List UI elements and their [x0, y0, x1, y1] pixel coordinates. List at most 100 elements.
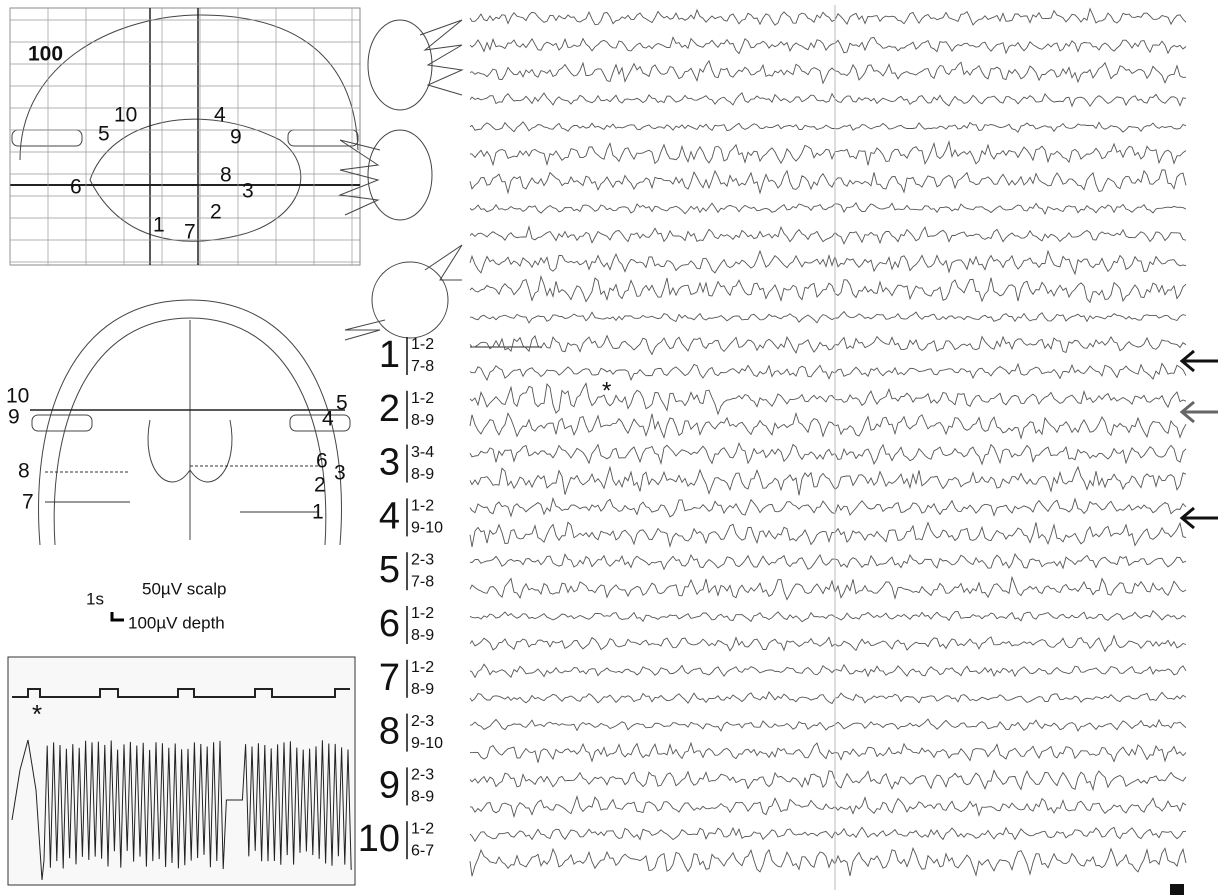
electrode-label: 8	[18, 460, 30, 483]
grid-label: 100	[28, 43, 63, 66]
electrode-label: 4	[322, 408, 334, 431]
eeg-trace	[469, 121, 1187, 133]
electrode-label: 9	[230, 126, 242, 149]
electrode-label: 1	[153, 214, 165, 237]
contact-pair: 8-9	[411, 789, 434, 806]
eeg-trace	[469, 465, 1187, 496]
eeg-trace	[469, 609, 1187, 623]
contact-pair: 1-2	[411, 336, 434, 353]
channel-number: 2	[379, 388, 400, 430]
ventricle	[147, 419, 233, 483]
channel-labels: 1 1-2 7-8 2 1-2 8-9 3 3-4 8-9 4 1-2 9-10 5 2-3 7-8 6 1-2…	[358, 334, 443, 860]
ear-bar	[31, 414, 93, 432]
electrode-label: 10	[6, 385, 29, 408]
contact-pair: 2-3	[411, 713, 434, 730]
electrode-label: 5	[98, 123, 110, 146]
contact-pair: 6-7	[411, 842, 434, 859]
contact-pair: 1-2	[411, 605, 434, 622]
eeg-trace	[469, 362, 1187, 382]
electrode-label: 9	[8, 406, 20, 429]
contact-pair: 9-10	[411, 520, 443, 537]
eeg-trace	[469, 411, 1187, 440]
electrode-label: 8	[220, 164, 232, 187]
coronal-diagram: 109 45 8 7 632 1	[6, 299, 351, 546]
channel-number: 7	[379, 657, 400, 699]
eeg-trace	[469, 36, 1187, 55]
eeg-trace	[469, 7, 1187, 26]
channel-number: 8	[379, 711, 400, 753]
stimulus-marker: *	[602, 377, 611, 404]
eeg-trace	[470, 310, 1187, 324]
eeg-trace	[469, 718, 1187, 732]
skull-outline	[53, 317, 327, 546]
electrode-label: 2	[210, 201, 222, 224]
channel-number: 6	[379, 603, 400, 645]
electrode-label: 2	[314, 474, 326, 497]
eeg-trace	[469, 521, 1187, 548]
eeg-trace	[469, 201, 1187, 216]
contact-pair: 8-9	[411, 681, 434, 698]
electrode-label: 6	[316, 450, 328, 473]
inset-wave-path	[11, 739, 352, 881]
inset-trace	[11, 739, 352, 881]
contact-pair: 8-9	[411, 412, 434, 429]
eeg-trace	[469, 663, 1187, 679]
contact-pair: 7-8	[411, 573, 434, 590]
contact-pair: 2-3	[411, 551, 434, 568]
electrode-label: 7	[22, 491, 34, 514]
eeg-trace	[469, 249, 1187, 276]
eeg-trace	[469, 634, 1187, 653]
electrode-label: 1	[312, 501, 324, 524]
stimulus-trace	[12, 688, 350, 698]
channel-number: 5	[379, 549, 400, 591]
eeg-trace	[469, 794, 1187, 819]
depth-scale: 100µV depth	[128, 613, 225, 632]
electrode-label: 3	[242, 180, 254, 203]
eeg-trace	[469, 691, 1187, 705]
eeg-trace	[469, 140, 1187, 167]
scale-bar	[110, 612, 124, 622]
eeg-trace	[469, 59, 1187, 85]
electrode-label: 4	[214, 104, 226, 127]
electrode-label: 5	[336, 392, 348, 415]
contact-pair: 2-3	[411, 767, 434, 784]
eeg-trace	[469, 334, 1187, 356]
eeg-trace	[469, 92, 1187, 108]
skull-outline	[19, 14, 359, 161]
marker-block	[1170, 884, 1184, 895]
contact-pair: 9-10	[411, 735, 443, 752]
eeg-trace	[469, 575, 1187, 601]
channel-number: 4	[379, 495, 400, 537]
eeg-trace	[469, 274, 1187, 304]
eeg-trace	[469, 826, 1187, 842]
contact-pair: 1-2	[411, 659, 434, 676]
ear-bar	[289, 414, 351, 432]
eeg-trace	[469, 382, 1187, 416]
eeg-trace	[469, 847, 1187, 877]
eeg-trace	[469, 769, 1187, 792]
electrode-label: 6	[70, 176, 82, 199]
contact-pair: 1-2	[411, 498, 434, 515]
montage-icons	[338, 19, 464, 341]
eeg-trace	[469, 496, 1187, 518]
ear-bar	[287, 129, 359, 147]
contact-pair: 8-9	[411, 627, 434, 644]
eeg-trace	[469, 741, 1187, 763]
eeg-trace	[469, 552, 1187, 571]
channel-number: 10	[358, 818, 400, 860]
electrode-label: 3	[334, 462, 346, 485]
contact-pair: 8-9	[411, 466, 434, 483]
contact-pair: 3-4	[411, 444, 434, 461]
eeg-trace	[469, 441, 1187, 466]
channel-number: 1	[379, 334, 400, 376]
electrode-label: 7	[184, 221, 196, 244]
contact-pair: 7-8	[411, 358, 434, 375]
contact-pair: 1-2	[411, 820, 434, 837]
channel-number: 9	[379, 764, 400, 806]
sagittal-diagram: 100 510 49 6 832 1 7	[9, 7, 361, 266]
channel-number: 3	[379, 442, 400, 484]
stimulus-marker: *	[32, 699, 42, 729]
eeg-traces	[469, 5, 1187, 890]
scalp-scale: 50µV scalp	[142, 579, 226, 598]
